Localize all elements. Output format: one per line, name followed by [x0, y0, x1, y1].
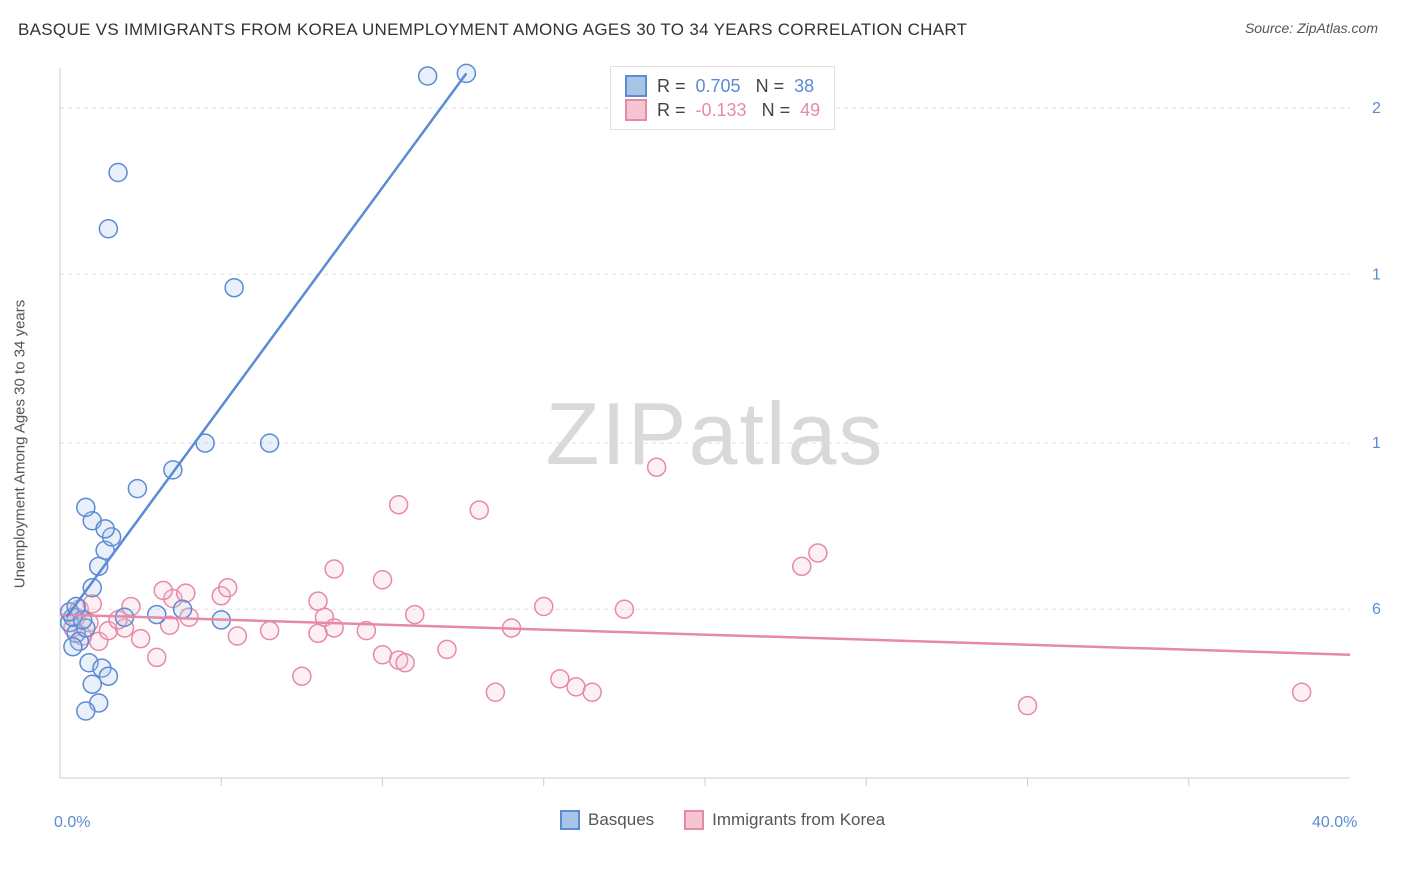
- legend-swatch: [625, 99, 647, 121]
- legend-stat-values: R = -0.133 N = 49: [657, 100, 820, 121]
- svg-text:12.5%: 12.5%: [1372, 435, 1380, 452]
- svg-text:6.3%: 6.3%: [1372, 601, 1380, 618]
- legend-stats-box: R = 0.705 N = 38 R = -0.133 N = 49: [610, 66, 835, 130]
- y-axis-title: Unemployment Among Ages 30 to 34 years: [12, 300, 29, 589]
- legend-series: Basques Immigrants from Korea: [560, 810, 885, 830]
- legend-stat-values: R = 0.705 N = 38: [657, 76, 814, 97]
- chart-container: Unemployment Among Ages 30 to 34 years Z…: [50, 58, 1380, 830]
- scatter-plot: 6.3% 12.5% 18.8% 25.0%: [50, 58, 1380, 830]
- legend-swatch: [625, 75, 647, 97]
- legend-stats-row: R = -0.133 N = 49: [625, 99, 820, 121]
- x-origin-label: 0.0%: [54, 814, 90, 832]
- legend-series-label: Basques: [588, 810, 654, 830]
- chart-title: BASQUE VS IMMIGRANTS FROM KOREA UNEMPLOY…: [18, 20, 967, 40]
- legend-swatch: [684, 810, 704, 830]
- legend-series-item: Immigrants from Korea: [684, 810, 885, 830]
- legend-stats-row: R = 0.705 N = 38: [625, 75, 820, 97]
- legend-series-item: Basques: [560, 810, 654, 830]
- svg-text:18.8%: 18.8%: [1372, 266, 1380, 283]
- legend-series-label: Immigrants from Korea: [712, 810, 885, 830]
- legend-swatch: [560, 810, 580, 830]
- svg-text:25.0%: 25.0%: [1372, 100, 1380, 117]
- source-label: Source: ZipAtlas.com: [1245, 20, 1378, 36]
- x-max-label: 40.0%: [1312, 814, 1357, 832]
